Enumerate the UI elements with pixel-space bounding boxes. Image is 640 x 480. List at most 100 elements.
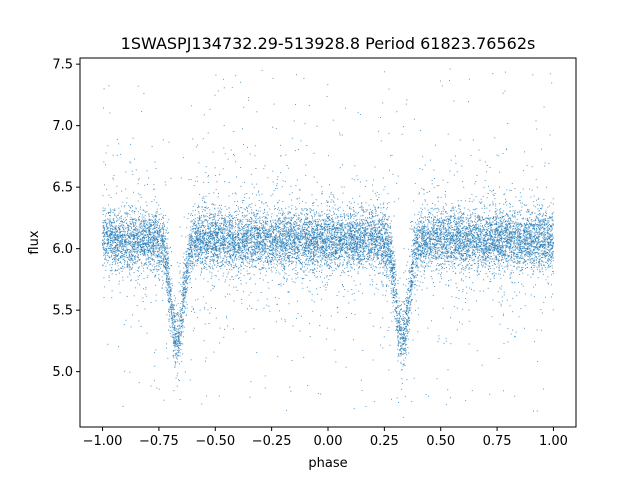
- data-point: [535, 247, 537, 249]
- data-point: [378, 242, 380, 244]
- data-point: [384, 252, 386, 254]
- data-point: [196, 249, 198, 251]
- data-point: [294, 223, 296, 225]
- data-point: [455, 163, 457, 165]
- data-point: [219, 207, 221, 209]
- data-point: [522, 266, 524, 268]
- data-point: [192, 239, 194, 241]
- data-point: [309, 280, 311, 281]
- data-point: [169, 332, 171, 334]
- data-point: [365, 234, 367, 236]
- data-point: [446, 246, 448, 248]
- data-point: [217, 215, 219, 216]
- data-point: [249, 238, 251, 240]
- data-point: [190, 240, 192, 242]
- data-point: [484, 229, 486, 231]
- data-point: [527, 259, 529, 261]
- data-point: [516, 219, 518, 221]
- data-point: [260, 227, 262, 229]
- data-point: [497, 229, 499, 231]
- data-point: [537, 204, 539, 206]
- data-point: [152, 240, 154, 242]
- data-point: [509, 247, 511, 249]
- data-point: [500, 278, 502, 280]
- data-point: [272, 248, 274, 250]
- data-point: [516, 252, 518, 254]
- data-point: [436, 225, 438, 227]
- data-point: [120, 220, 122, 222]
- data-point: [403, 332, 404, 334]
- data-point: [164, 246, 166, 248]
- data-point: [537, 238, 539, 239]
- data-point: [300, 230, 302, 232]
- data-point: [517, 255, 519, 257]
- data-point: [256, 242, 258, 244]
- data-point: [476, 242, 478, 244]
- data-point: [453, 249, 455, 251]
- data-point: [352, 207, 354, 208]
- data-point: [151, 247, 153, 249]
- data-point: [290, 231, 291, 233]
- data-point: [541, 265, 542, 266]
- data-point: [166, 257, 168, 259]
- data-point: [116, 246, 118, 248]
- data-point: [477, 238, 478, 240]
- data-point: [335, 252, 337, 254]
- data-point: [208, 222, 210, 224]
- data-point: [539, 232, 541, 234]
- data-point: [162, 242, 164, 244]
- data-point: [162, 139, 164, 141]
- data-point: [543, 199, 545, 200]
- data-point: [111, 273, 113, 275]
- data-point: [422, 282, 424, 283]
- data-point: [307, 245, 309, 247]
- data-point: [405, 319, 407, 321]
- data-point: [212, 236, 214, 238]
- data-point: [223, 224, 225, 226]
- data-point: [162, 254, 164, 256]
- data-point: [374, 266, 376, 268]
- data-point: [456, 230, 457, 232]
- data-point: [136, 251, 138, 253]
- data-point: [547, 225, 548, 227]
- data-point: [258, 229, 260, 230]
- data-point: [544, 218, 546, 220]
- data-point: [377, 250, 379, 252]
- data-point: [339, 259, 341, 261]
- data-point: [111, 290, 113, 292]
- data-point: [475, 242, 477, 244]
- data-point: [303, 266, 305, 268]
- data-point: [489, 210, 491, 212]
- data-point: [264, 222, 266, 224]
- data-point: [536, 242, 538, 244]
- data-point: [489, 248, 491, 250]
- data-point: [220, 247, 222, 249]
- data-point: [385, 262, 387, 264]
- data-point: [326, 237, 328, 239]
- data-point: [512, 232, 514, 233]
- data-point: [183, 326, 185, 328]
- data-point: [245, 215, 247, 217]
- data-point: [249, 396, 251, 398]
- data-point: [308, 236, 310, 238]
- data-point: [166, 283, 168, 285]
- data-point: [293, 230, 295, 232]
- data-point: [354, 235, 356, 237]
- data-point: [431, 180, 433, 182]
- data-point: [325, 225, 327, 227]
- data-point: [199, 193, 201, 195]
- data-point: [538, 221, 539, 223]
- data-point: [376, 233, 378, 235]
- data-point: [444, 252, 446, 254]
- data-point: [397, 339, 399, 341]
- data-point: [279, 238, 281, 240]
- data-point: [343, 240, 345, 242]
- data-point: [493, 272, 495, 274]
- data-point: [437, 258, 439, 260]
- data-point: [288, 265, 289, 267]
- data-point: [151, 215, 153, 217]
- data-point: [142, 233, 144, 235]
- data-point: [217, 245, 219, 247]
- data-point: [219, 255, 221, 257]
- data-point: [210, 233, 211, 235]
